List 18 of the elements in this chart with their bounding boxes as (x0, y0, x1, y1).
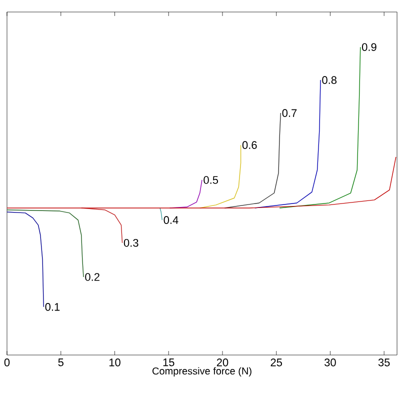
series-label: 0.8 (322, 76, 337, 84)
x-tick-label: 0 (4, 358, 10, 366)
x-tick-label: 20 (216, 358, 228, 366)
x-tick-label: 15 (163, 358, 174, 366)
series-label: 0.6 (242, 141, 257, 149)
series-label: 0.3 (124, 239, 138, 247)
series-label: 0.5 (204, 176, 218, 184)
x-axis-title: Compressive force (N) (152, 367, 252, 377)
series-label: 0.2 (85, 273, 100, 281)
x-tick-label: 5 (58, 358, 64, 366)
x-tick-label: 10 (109, 358, 120, 366)
x-tick-label: 25 (270, 358, 282, 366)
series-label: 0.7 (282, 109, 297, 117)
series-label: 0.4 (164, 216, 178, 224)
x-tick-label: 30 (324, 358, 336, 366)
series-label: 0.1 (45, 303, 60, 311)
x-tick-label: 35 (378, 358, 390, 366)
series-label: 0.9 (362, 43, 376, 51)
